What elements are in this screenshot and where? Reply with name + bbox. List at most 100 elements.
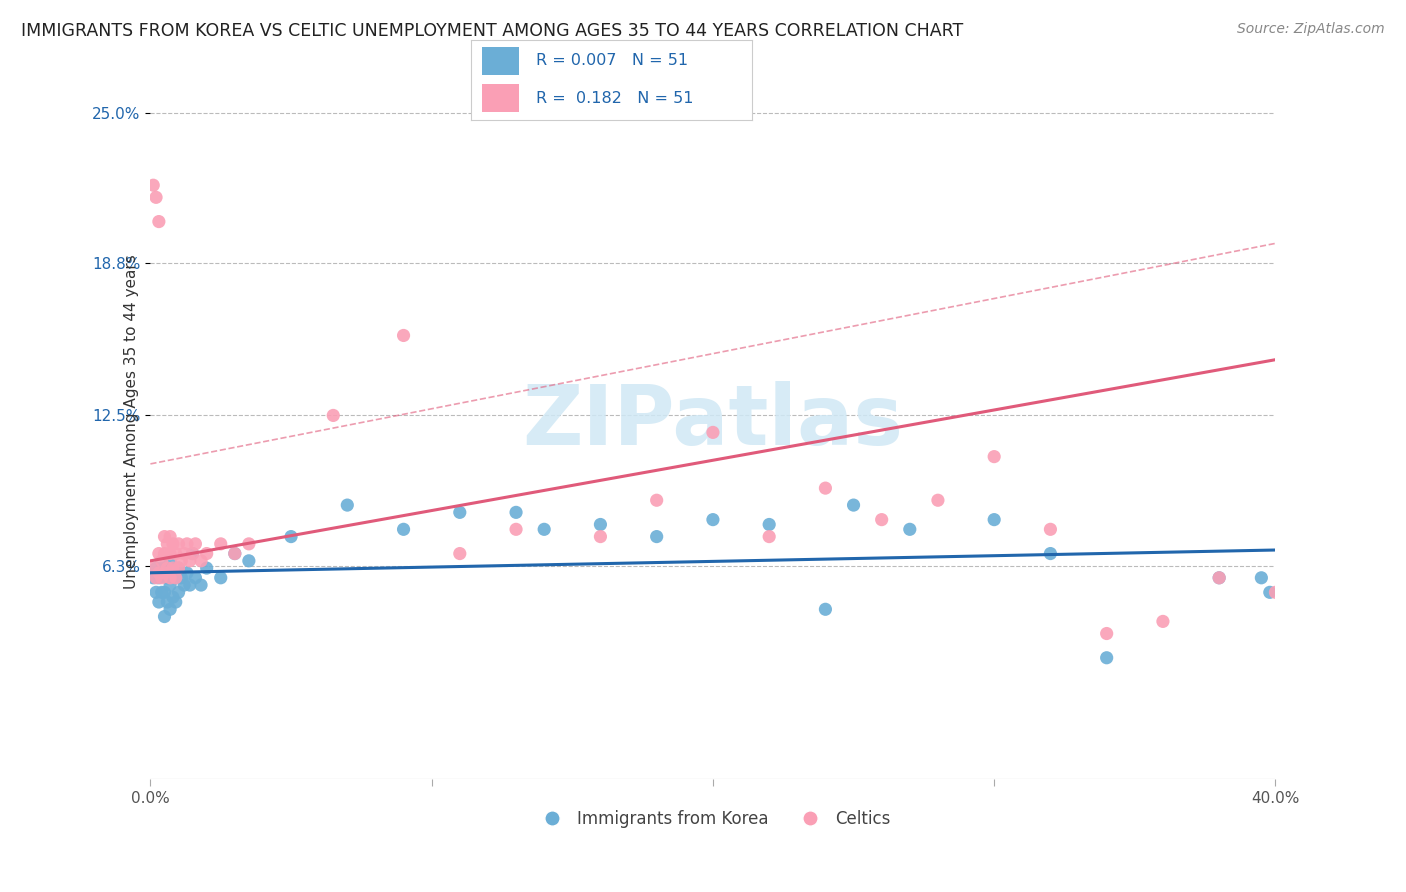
Point (209, 537, 232, 551)
Point (645, 530, 668, 544)
Point (145, 190, 167, 204)
Point (165, 547, 187, 561)
Point (505, 505, 527, 519)
Point (190, 578, 212, 592)
Point (156, 537, 179, 551)
Point (1258, 585, 1281, 599)
FancyBboxPatch shape (482, 85, 519, 112)
Point (224, 547, 246, 561)
Point (148, 566, 170, 580)
Point (280, 530, 302, 544)
Point (176, 566, 198, 580)
Point (449, 505, 471, 519)
Point (145, 561, 167, 575)
Point (142, 561, 165, 575)
Y-axis label: Unemployment Among Ages 35 to 44 years: Unemployment Among Ages 35 to 44 years (124, 254, 139, 589)
Point (162, 561, 184, 575)
Point (173, 578, 195, 592)
Text: IMMIGRANTS FROM KOREA VS CELTIC UNEMPLOYMENT AMONG AGES 35 TO 44 YEARS CORRELATI: IMMIGRANTS FROM KOREA VS CELTIC UNEMPLOY… (21, 22, 963, 40)
Point (150, 561, 173, 575)
Text: ZIPatlas: ZIPatlas (523, 381, 904, 462)
Point (238, 554, 260, 568)
Point (156, 571, 179, 585)
Point (170, 571, 193, 585)
Point (449, 547, 471, 561)
Point (173, 547, 195, 561)
Point (702, 425, 724, 440)
Point (927, 493, 949, 508)
Point (181, 547, 204, 561)
Point (181, 547, 204, 561)
Point (1208, 571, 1230, 585)
Point (142, 178, 165, 193)
Point (758, 517, 780, 532)
Point (179, 554, 201, 568)
Point (1039, 547, 1062, 561)
Text: R =  0.182   N = 51: R = 0.182 N = 51 (536, 91, 693, 106)
Point (153, 561, 176, 575)
Point (870, 513, 893, 527)
Point (165, 571, 187, 585)
Point (209, 571, 232, 585)
Point (167, 585, 190, 599)
Point (195, 561, 218, 575)
Point (1208, 571, 1230, 585)
Point (145, 571, 167, 585)
Point (159, 554, 181, 568)
Point (153, 530, 176, 544)
Point (224, 547, 246, 561)
Point (162, 537, 184, 551)
Text: R = 0.007   N = 51: R = 0.007 N = 51 (536, 54, 688, 68)
Point (184, 571, 207, 585)
Text: Source: ZipAtlas.com: Source: ZipAtlas.com (1237, 22, 1385, 37)
Point (983, 513, 1005, 527)
Point (842, 498, 865, 512)
Point (150, 554, 173, 568)
Point (336, 498, 359, 512)
Point (322, 409, 344, 423)
FancyBboxPatch shape (482, 46, 519, 75)
Point (156, 595, 179, 609)
Point (150, 571, 173, 585)
Point (145, 585, 167, 599)
Point (148, 547, 170, 561)
Point (1095, 626, 1118, 640)
Point (505, 522, 527, 536)
Point (1039, 522, 1062, 536)
Point (156, 561, 179, 575)
Point (159, 602, 181, 616)
Point (179, 578, 201, 592)
Point (150, 585, 173, 599)
Point (392, 522, 415, 536)
Point (589, 530, 612, 544)
Point (533, 522, 555, 536)
Point (814, 481, 837, 495)
Point (148, 571, 170, 585)
Point (814, 602, 837, 616)
Point (165, 571, 187, 585)
Point (153, 566, 176, 580)
Point (159, 571, 181, 585)
Point (190, 554, 212, 568)
Legend: Immigrants from Korea, Celtics: Immigrants from Korea, Celtics (529, 804, 897, 835)
Point (195, 547, 218, 561)
Point (1250, 571, 1272, 585)
Point (142, 571, 165, 585)
Point (167, 537, 190, 551)
Point (162, 590, 184, 604)
Point (1264, 585, 1286, 599)
Point (165, 595, 187, 609)
Point (167, 561, 190, 575)
Point (176, 537, 198, 551)
Point (589, 517, 612, 532)
Point (898, 522, 921, 536)
Point (645, 493, 668, 508)
Point (702, 513, 724, 527)
Point (148, 595, 170, 609)
Point (983, 450, 1005, 464)
Point (153, 609, 176, 624)
Point (758, 530, 780, 544)
Point (148, 214, 170, 228)
Point (153, 547, 176, 561)
Point (159, 547, 181, 561)
